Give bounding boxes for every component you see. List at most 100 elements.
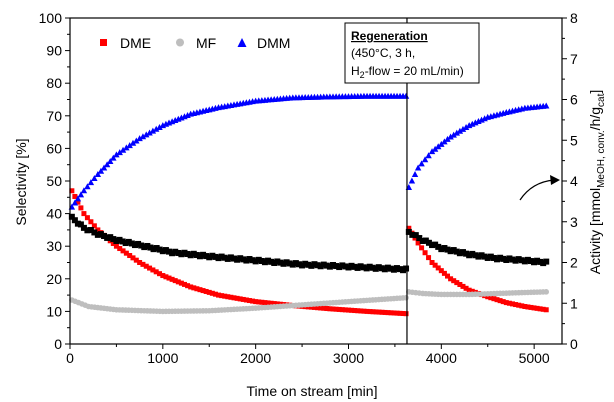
point-dme: [422, 250, 428, 256]
point-dmm: [149, 127, 157, 134]
y-left-tick-label: 90: [46, 43, 62, 59]
point-dme: [441, 270, 447, 276]
point-activity: [286, 260, 293, 267]
point-dme: [355, 308, 361, 314]
point-activity: [107, 234, 114, 241]
point-dme: [160, 273, 166, 279]
point-dmm: [80, 187, 88, 194]
point-dme: [324, 306, 330, 312]
point-dme: [143, 263, 149, 269]
point-dmm: [100, 164, 108, 171]
point-dme: [379, 309, 385, 315]
point-dme: [367, 309, 373, 315]
point-activity: [348, 262, 355, 269]
point-dme: [311, 304, 317, 310]
point-activity: [527, 258, 534, 265]
point-activity: [463, 250, 470, 257]
point-activity: [363, 265, 370, 272]
legend-marker-dme: [100, 39, 107, 46]
point-dme: [429, 260, 435, 265]
point-dme: [225, 294, 231, 300]
point-dme: [342, 307, 348, 313]
x-tick-label: 3000: [333, 350, 364, 366]
point-activity: [104, 234, 111, 241]
point-dme: [212, 291, 218, 297]
point-dme: [333, 306, 339, 312]
point-dme: [157, 271, 163, 277]
point-dme: [243, 297, 249, 303]
point-activity: [224, 255, 231, 262]
y-right-tick-label: 4: [570, 173, 578, 189]
point-dme: [321, 305, 327, 311]
point-dme: [426, 255, 432, 261]
point-dmm: [418, 160, 425, 167]
point-activity: [265, 257, 272, 264]
point-dmm: [136, 135, 143, 142]
point-dmm: [91, 175, 98, 182]
point-activity: [153, 245, 160, 252]
point-activity: [438, 246, 445, 253]
point-activity: [184, 251, 191, 258]
point-activity: [131, 242, 138, 249]
y-left-axis-title: Selectivity [%]: [13, 138, 29, 225]
point-activity: [351, 263, 358, 270]
point-dme: [488, 295, 494, 301]
point-dme: [469, 288, 475, 294]
annotation-line2: H2-flow = 20 mL/min): [351, 64, 464, 80]
point-activity: [128, 240, 135, 247]
point-dme: [209, 290, 215, 296]
y-left-tick-label: 30: [46, 238, 62, 254]
y-left-tick-label: 40: [46, 206, 62, 222]
point-dme: [169, 276, 175, 282]
point-activity: [419, 237, 426, 244]
point-dme: [308, 304, 314, 310]
point-dme: [78, 205, 84, 211]
point-dme: [463, 285, 469, 291]
point-activity: [518, 257, 525, 264]
point-activity: [308, 262, 315, 269]
point-activity: [534, 257, 541, 264]
point-activity: [453, 248, 460, 255]
point-dme: [415, 240, 421, 246]
point-activity: [429, 242, 436, 249]
point-dme: [253, 299, 259, 305]
point-dmm: [447, 133, 454, 140]
point-activity: [94, 231, 101, 238]
point-activity: [240, 256, 247, 263]
point-dmm: [402, 92, 410, 99]
point-activity: [333, 263, 340, 270]
point-dme: [181, 281, 187, 287]
point-dmm: [143, 131, 150, 138]
point-activity: [509, 256, 516, 263]
point-activity: [147, 244, 154, 251]
point-activity: [237, 255, 244, 262]
point-dme: [445, 273, 451, 279]
point-activity: [360, 264, 367, 271]
point-activity: [178, 251, 185, 258]
arrow-curve: [519, 179, 555, 201]
point-dmm: [74, 195, 82, 202]
point-dme: [107, 238, 113, 244]
point-activity: [330, 261, 337, 268]
point-dmm: [139, 133, 147, 140]
point-activity: [490, 254, 497, 261]
point-dmm: [71, 199, 79, 206]
point-dme: [84, 215, 90, 221]
y-right-tick-label: 6: [570, 92, 578, 108]
point-dme: [448, 276, 454, 282]
point-dme: [534, 305, 540, 311]
point-dme: [491, 296, 497, 302]
point-activity: [497, 254, 504, 261]
point-activity: [393, 265, 400, 272]
annotation-box: [344, 22, 480, 84]
point-dme: [336, 306, 342, 312]
point-activity: [381, 266, 388, 273]
y-right-tick-label: 2: [570, 255, 578, 271]
point-dme: [120, 248, 126, 254]
point-activity: [196, 253, 203, 260]
point-dme: [188, 284, 194, 290]
point-activity: [487, 253, 494, 260]
legend-label-dme: DME: [120, 35, 151, 51]
point-activity: [314, 262, 321, 269]
point-dmm: [84, 183, 91, 190]
